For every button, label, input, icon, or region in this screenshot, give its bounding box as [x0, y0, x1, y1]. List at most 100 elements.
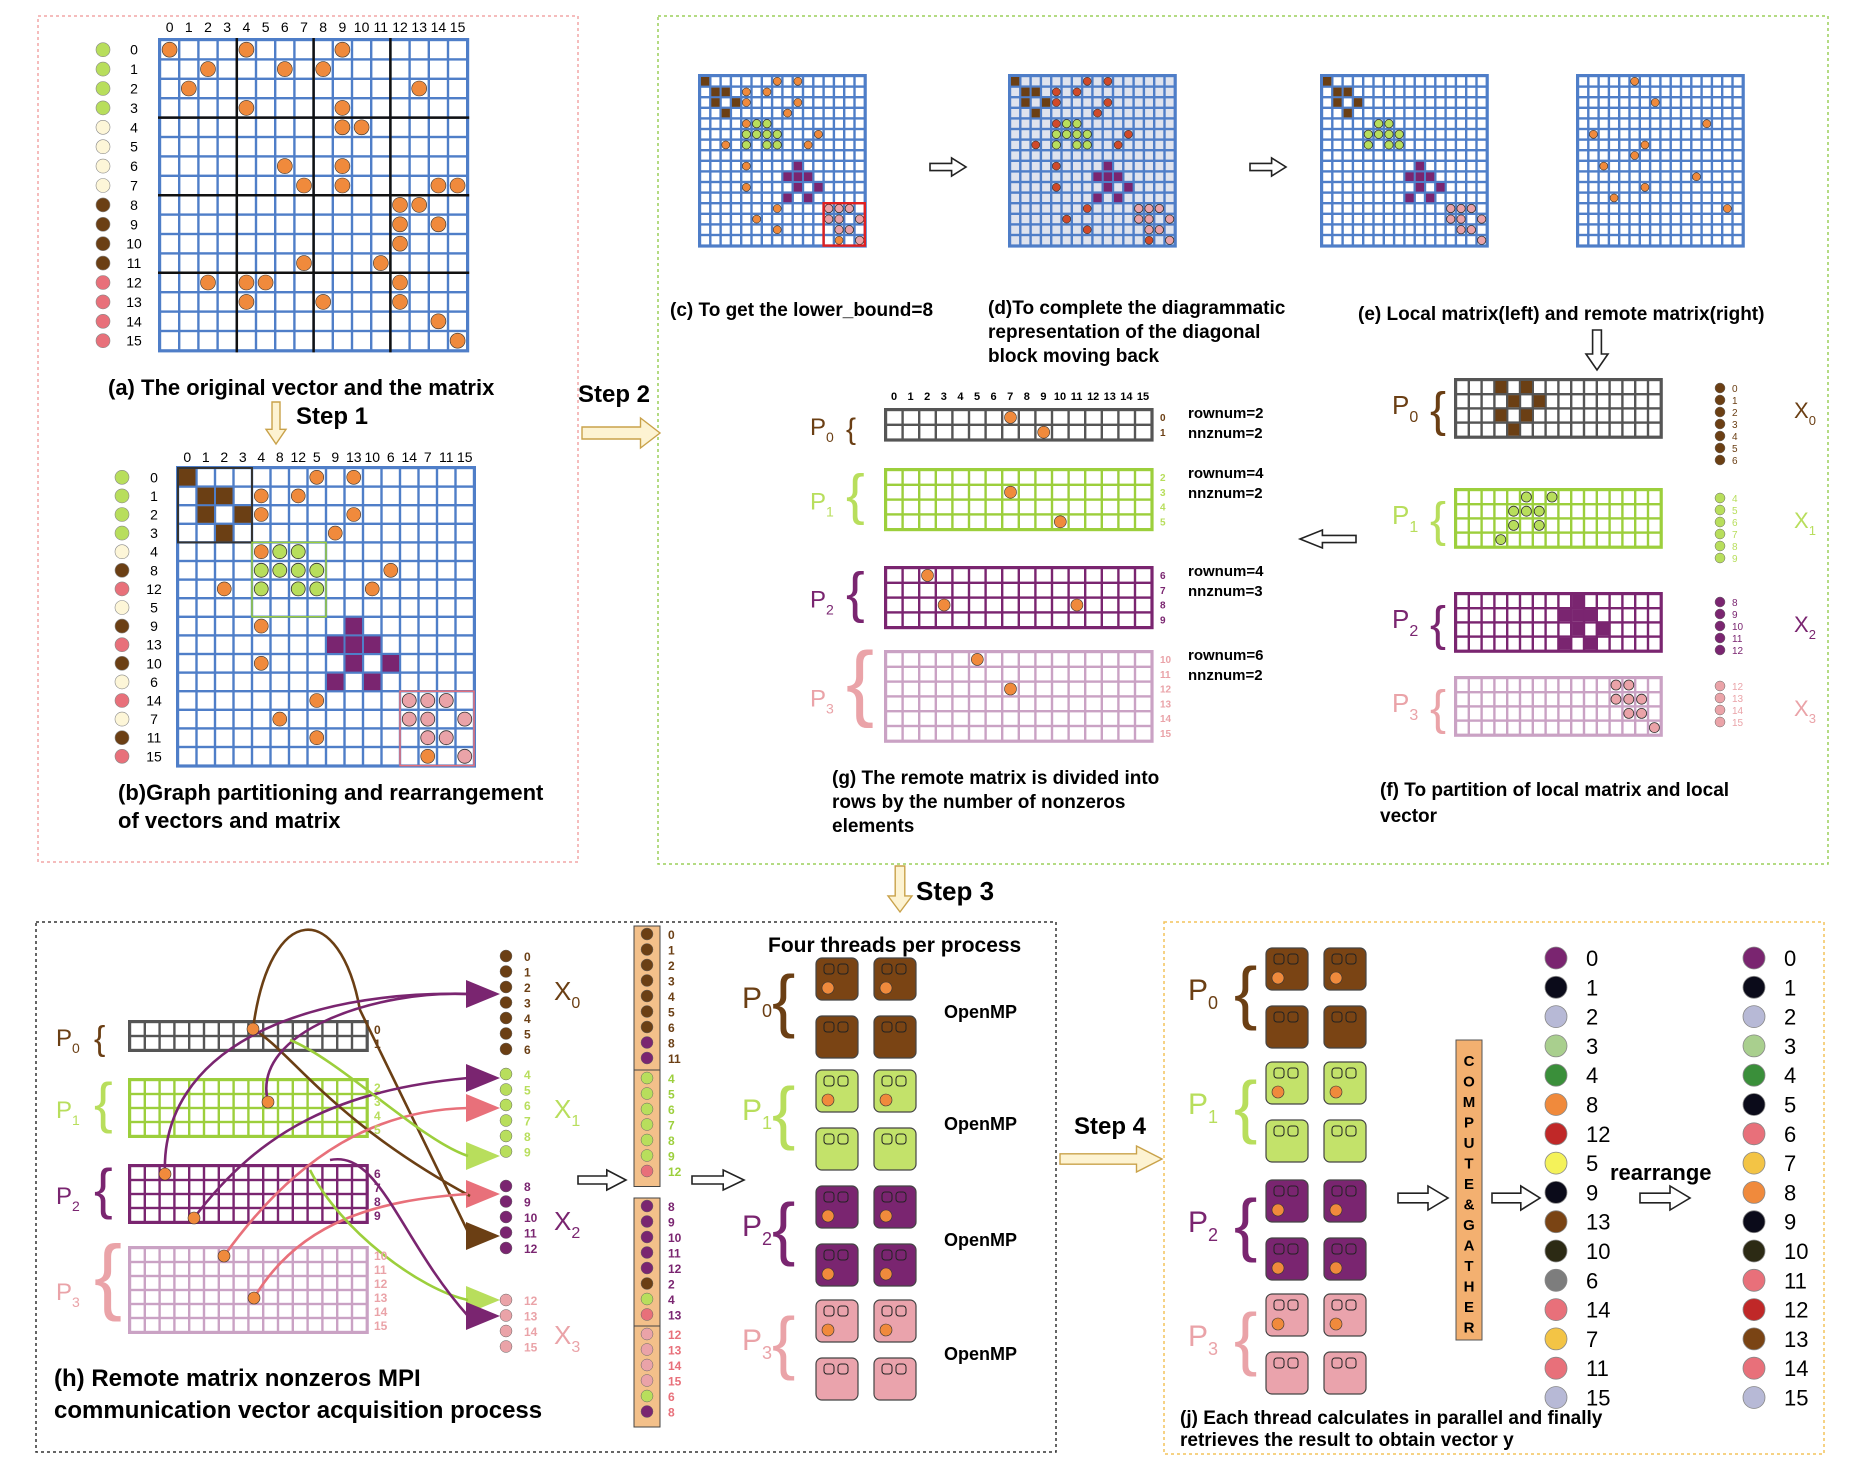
proc-letter: X — [1794, 508, 1809, 533]
cell — [1020, 471, 1035, 484]
proc-label: P0 — [1188, 974, 1218, 1013]
cell — [1630, 109, 1639, 118]
cell — [1661, 215, 1670, 224]
purple-block-cell — [1405, 193, 1414, 203]
cell — [1446, 109, 1455, 118]
cell — [752, 183, 761, 192]
result-vector-label: 1 — [1586, 975, 1598, 1000]
x-vector-label: 12 — [524, 1294, 538, 1308]
cell — [1436, 215, 1445, 224]
cell — [1003, 598, 1018, 612]
green-block-dot — [272, 562, 288, 578]
cell — [1470, 381, 1481, 393]
cell — [197, 543, 214, 560]
cell — [1436, 109, 1445, 118]
cell — [308, 1305, 322, 1317]
cell — [401, 729, 418, 746]
cell — [1651, 162, 1660, 171]
cell — [701, 225, 710, 234]
cell — [752, 140, 761, 149]
cell — [1661, 109, 1670, 118]
cell — [1119, 486, 1134, 499]
cell — [146, 1195, 159, 1207]
cell — [295, 138, 313, 156]
final-vector-label: 1 — [1784, 975, 1796, 1000]
cell — [249, 1095, 262, 1107]
cell — [1052, 215, 1061, 224]
cell — [1405, 87, 1414, 96]
cell — [937, 500, 952, 514]
cell — [179, 729, 196, 746]
cell — [1446, 151, 1455, 160]
cell — [986, 486, 1001, 499]
cell — [824, 109, 833, 118]
cell — [1649, 519, 1660, 532]
cell — [814, 140, 823, 149]
cell — [835, 162, 843, 171]
cell — [382, 636, 399, 653]
proc-label: P2 — [1188, 1206, 1218, 1245]
cell — [438, 525, 455, 542]
cell — [220, 1209, 233, 1221]
nonzero-dot — [1103, 77, 1113, 86]
cell — [1145, 183, 1153, 192]
cell — [1073, 215, 1081, 224]
x-vector-dot — [499, 1324, 513, 1338]
cell — [353, 1081, 366, 1093]
cell — [1354, 193, 1362, 202]
cell — [1354, 151, 1362, 160]
cell — [824, 162, 833, 171]
cell — [1649, 491, 1660, 503]
cell — [338, 1095, 351, 1107]
cell — [205, 1305, 218, 1317]
x-vector-dot — [499, 1293, 513, 1307]
cell — [1599, 183, 1608, 192]
cell — [180, 254, 198, 272]
thread-box — [873, 1185, 917, 1229]
cell — [1623, 519, 1634, 532]
local-vector-dot — [1714, 680, 1726, 692]
cell — [1457, 151, 1465, 160]
cell — [308, 525, 325, 542]
vector-entry-dot — [95, 100, 111, 116]
cell — [1073, 77, 1081, 86]
cell — [264, 1291, 277, 1303]
vector-entry-dot — [114, 507, 130, 522]
cell — [218, 157, 236, 175]
cell — [234, 525, 251, 542]
brown-block-cell — [197, 506, 214, 523]
cell — [1053, 584, 1068, 597]
cell — [1599, 109, 1608, 118]
cell — [1620, 87, 1629, 96]
cell — [449, 235, 466, 253]
pink-block-dot — [1154, 225, 1164, 235]
cell — [711, 130, 720, 139]
communication-path — [192, 1076, 469, 1219]
cell — [160, 1081, 174, 1093]
cell — [1354, 172, 1362, 181]
brown-block-cell — [1011, 77, 1020, 86]
cell — [1546, 409, 1558, 422]
cell — [763, 77, 771, 86]
cell — [391, 312, 409, 330]
local-vector-dot — [1714, 406, 1726, 418]
cell — [1405, 109, 1414, 118]
cell — [903, 411, 918, 424]
green-block-dot — [1521, 505, 1532, 517]
cell — [732, 119, 740, 128]
cell — [382, 580, 399, 597]
row-label: 15 — [1160, 729, 1172, 740]
purple-block-cell — [804, 172, 813, 181]
thread-core — [1273, 953, 1285, 965]
cell — [314, 138, 332, 156]
gathered-vector-dot — [640, 958, 654, 972]
cell — [1415, 215, 1424, 224]
panel-h-remote-matrix-3 — [128, 1246, 369, 1334]
cell — [1702, 130, 1711, 139]
gathered-vector-dot — [640, 1405, 654, 1418]
cell — [1482, 409, 1494, 422]
cell — [1415, 151, 1424, 160]
cell — [199, 196, 217, 214]
cell — [986, 697, 1001, 710]
cell — [1114, 162, 1123, 171]
